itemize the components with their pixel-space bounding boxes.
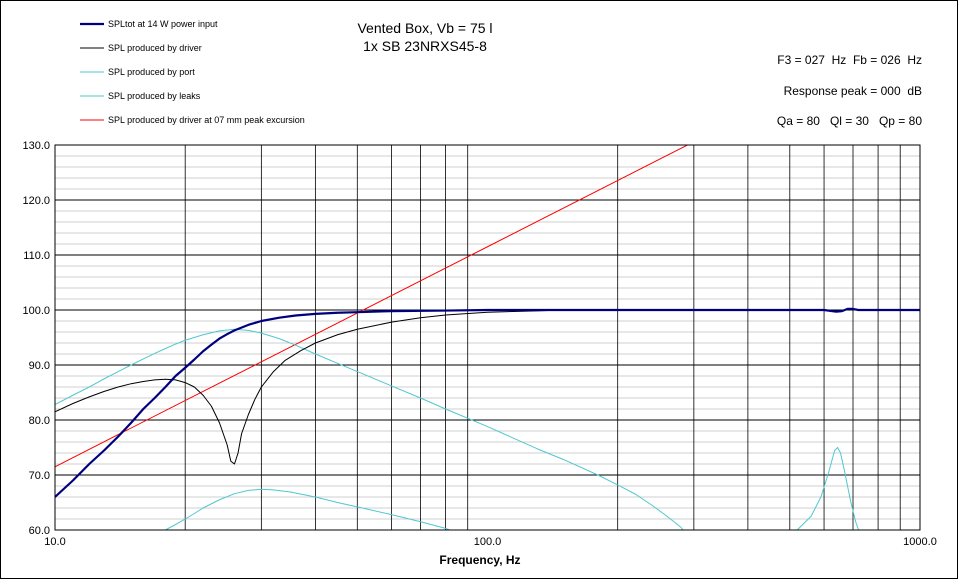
x-tick-label: 1000.0 [903, 536, 937, 548]
x-tick-label: 10.0 [44, 536, 65, 548]
y-tick-label: 120.0 [22, 195, 50, 207]
series-line-0 [55, 307, 920, 498]
response-peak-readout: Response peak = 000 dB [783, 84, 922, 98]
legend-entry: SPL produced by driver [108, 43, 202, 53]
f3-fb-readout: F3 = 027 Hz Fb = 026 Hz [777, 53, 922, 67]
chart-subtitle: 1x SB 23NRXS45-8 [363, 38, 487, 54]
q-values-readout: Qa = 80 Ql = 30 Qp = 80 [776, 114, 922, 128]
legend-entry: SPL produced by leaks [108, 91, 201, 101]
y-tick-label: 130.0 [22, 140, 50, 152]
legend-entry: SPL produced by driver at 07 mm peak exc… [108, 115, 305, 125]
series-line-2 [55, 328, 684, 530]
x-axis-label: Frequency, Hz [439, 553, 521, 567]
legend-entry: SPL produced by port [108, 67, 195, 77]
series-line-4 [796, 447, 860, 530]
chart-title: Vented Box, Vb = 75 l [357, 20, 493, 36]
y-tick-label: 110.0 [23, 250, 50, 262]
series-line-3 [165, 488, 452, 530]
x-tick-label: 100.0 [474, 536, 502, 548]
legend-entry: SPLtot at 14 W power input [108, 19, 218, 29]
plot-area-border [54, 144, 921, 531]
y-tick-label: 80.0 [29, 415, 50, 427]
series-line-5 [55, 145, 689, 468]
y-tick-label: 90.0 [29, 360, 50, 372]
y-tick-label: 70.0 [29, 470, 50, 482]
y-tick-label: 60.0 [29, 525, 50, 537]
y-tick-label: 100.0 [22, 305, 50, 317]
